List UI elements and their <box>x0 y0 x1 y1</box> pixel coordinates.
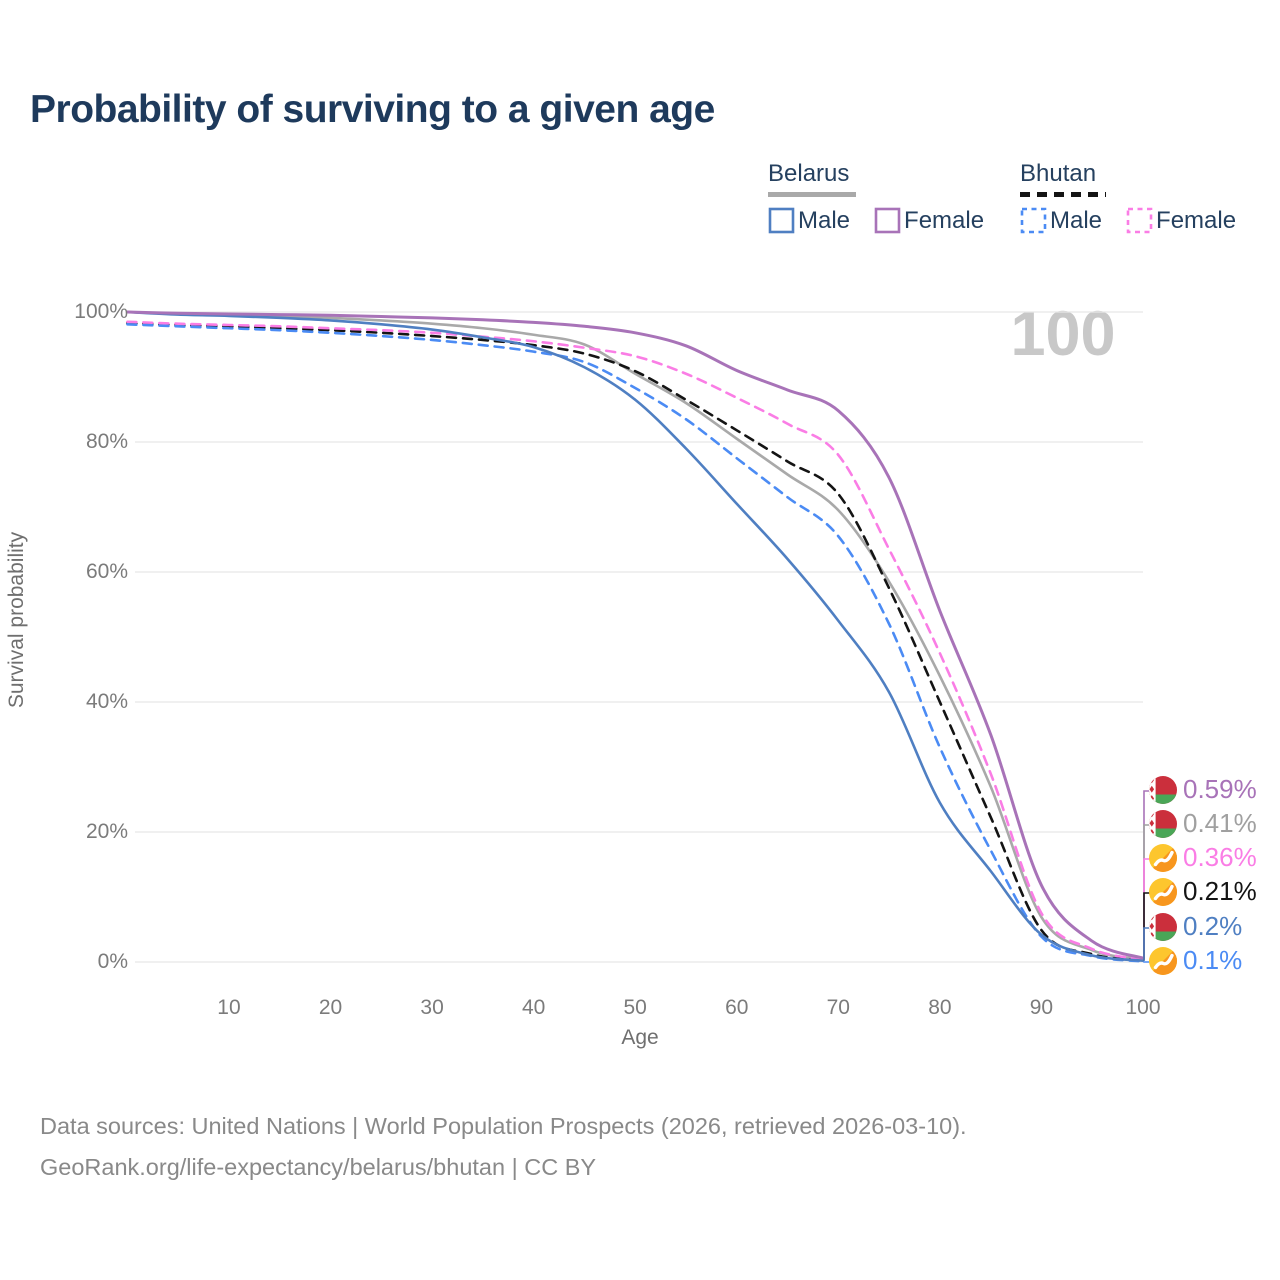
x-tick-40: 40 <box>521 996 546 1019</box>
x-tick-100: 100 <box>1125 996 1161 1019</box>
end-label-value: 0.1% <box>1183 945 1243 975</box>
end-label-belarus-both-sexes: 0.41% <box>1148 808 1257 839</box>
x-tick-50: 50 <box>623 996 647 1019</box>
end-label-value: 0.41% <box>1183 808 1257 838</box>
x-tick-30: 30 <box>420 996 444 1019</box>
y-tick-80%: 80% <box>85 430 128 453</box>
x-tick-20: 20 <box>318 996 343 1019</box>
belarus-flag-icon <box>1149 775 1177 804</box>
age-watermark: 100 <box>1010 299 1116 369</box>
end-label-belarus-female: 0.59% <box>1148 774 1257 805</box>
x-axis-title: Age <box>621 1026 659 1049</box>
bhutan-flag-icon <box>1149 877 1177 906</box>
end-label-bhutan-female: 0.36% <box>1148 842 1257 873</box>
x-tick-70: 70 <box>826 996 850 1019</box>
y-tick-60%: 60% <box>85 560 128 583</box>
legend-item-label: Male <box>1050 206 1103 234</box>
legend-item-label: Female <box>904 206 985 234</box>
end-label-connector <box>1143 961 1150 963</box>
bhutan-flag-icon <box>1149 843 1177 872</box>
legend-item-belarus-female[interactable]: Female <box>874 207 984 235</box>
curve-belarus-both[interactable] <box>126 310 1145 961</box>
curve-belarus-female[interactable] <box>125 310 1145 960</box>
end-label-value: 0.36% <box>1183 842 1257 872</box>
legend-group-bhutan: Bhutan Male Female <box>1020 160 1236 235</box>
legend-group-text-bhutan: Bhutan <box>1020 160 1097 187</box>
end-label-value: 0.59% <box>1183 774 1257 804</box>
bhutan-dashed-line-swatch <box>1020 192 1106 197</box>
page-title: Probability of surviving to a given age <box>30 88 715 131</box>
legend: Belarus Male Female Bhutan Male Female <box>768 160 1236 235</box>
end-label-connector <box>1143 927 1150 961</box>
x-tick-80: 80 <box>928 996 952 1019</box>
legend-group-label-belarus[interactable]: Belarus <box>768 160 856 197</box>
footer: Data sources: United Nations | World Pop… <box>40 1106 967 1188</box>
bhutan-flag-icon <box>1149 946 1177 975</box>
legend-swatch <box>1126 207 1153 234</box>
legend-item-bhutan-male[interactable]: Male <box>1020 207 1102 235</box>
end-label-bhutan-male: 0.1% <box>1148 945 1242 976</box>
legend-group-label-bhutan[interactable]: Bhutan <box>1020 160 1106 197</box>
end-label-belarus-male: 0.2% <box>1148 911 1242 942</box>
belarus-flag-icon <box>1149 809 1177 838</box>
curve-belarus-male[interactable] <box>126 310 1145 962</box>
footer-attribution: GeoRank.org/life-expectancy/belarus/bhut… <box>40 1154 597 1180</box>
footer-data-sources: Data sources: United Nations | World Pop… <box>40 1113 967 1139</box>
y-tick-100%: 100% <box>74 300 128 323</box>
legend-group-text-belarus: Belarus <box>768 160 850 187</box>
belarus-flag-icon <box>1149 912 1177 941</box>
curve-bhutan-female[interactable] <box>126 320 1145 961</box>
curve-bhutan-both[interactable] <box>126 321 1145 962</box>
legend-group-belarus: Belarus Male Female <box>768 160 1020 235</box>
legend-item-belarus-male[interactable]: Male <box>768 207 850 235</box>
x-tick-60: 60 <box>725 996 749 1019</box>
end-label-bhutan-both-sexes: 0.21% <box>1148 876 1257 907</box>
legend-item-label: Female <box>1156 206 1237 234</box>
legend-item-label: Male <box>798 206 851 234</box>
legend-swatch <box>1020 207 1047 234</box>
x-tick-10: 10 <box>217 996 241 1019</box>
end-label-value: 0.21% <box>1183 876 1257 906</box>
y-tick-20%: 20% <box>85 820 128 843</box>
legend-items-bhutan: Male Female <box>1020 207 1236 235</box>
belarus-solid-line-swatch <box>768 192 856 197</box>
legend-items-belarus: Male Female <box>768 207 1020 235</box>
y-tick-0%: 0% <box>97 950 128 973</box>
legend-item-bhutan-female[interactable]: Female <box>1126 207 1236 235</box>
curve-bhutan-male[interactable] <box>126 323 1145 963</box>
y-tick-40%: 40% <box>85 690 128 713</box>
x-tick-90: 90 <box>1029 996 1054 1019</box>
legend-swatch <box>874 207 901 234</box>
legend-swatch <box>768 207 795 234</box>
end-label-value: 0.2% <box>1183 911 1243 941</box>
